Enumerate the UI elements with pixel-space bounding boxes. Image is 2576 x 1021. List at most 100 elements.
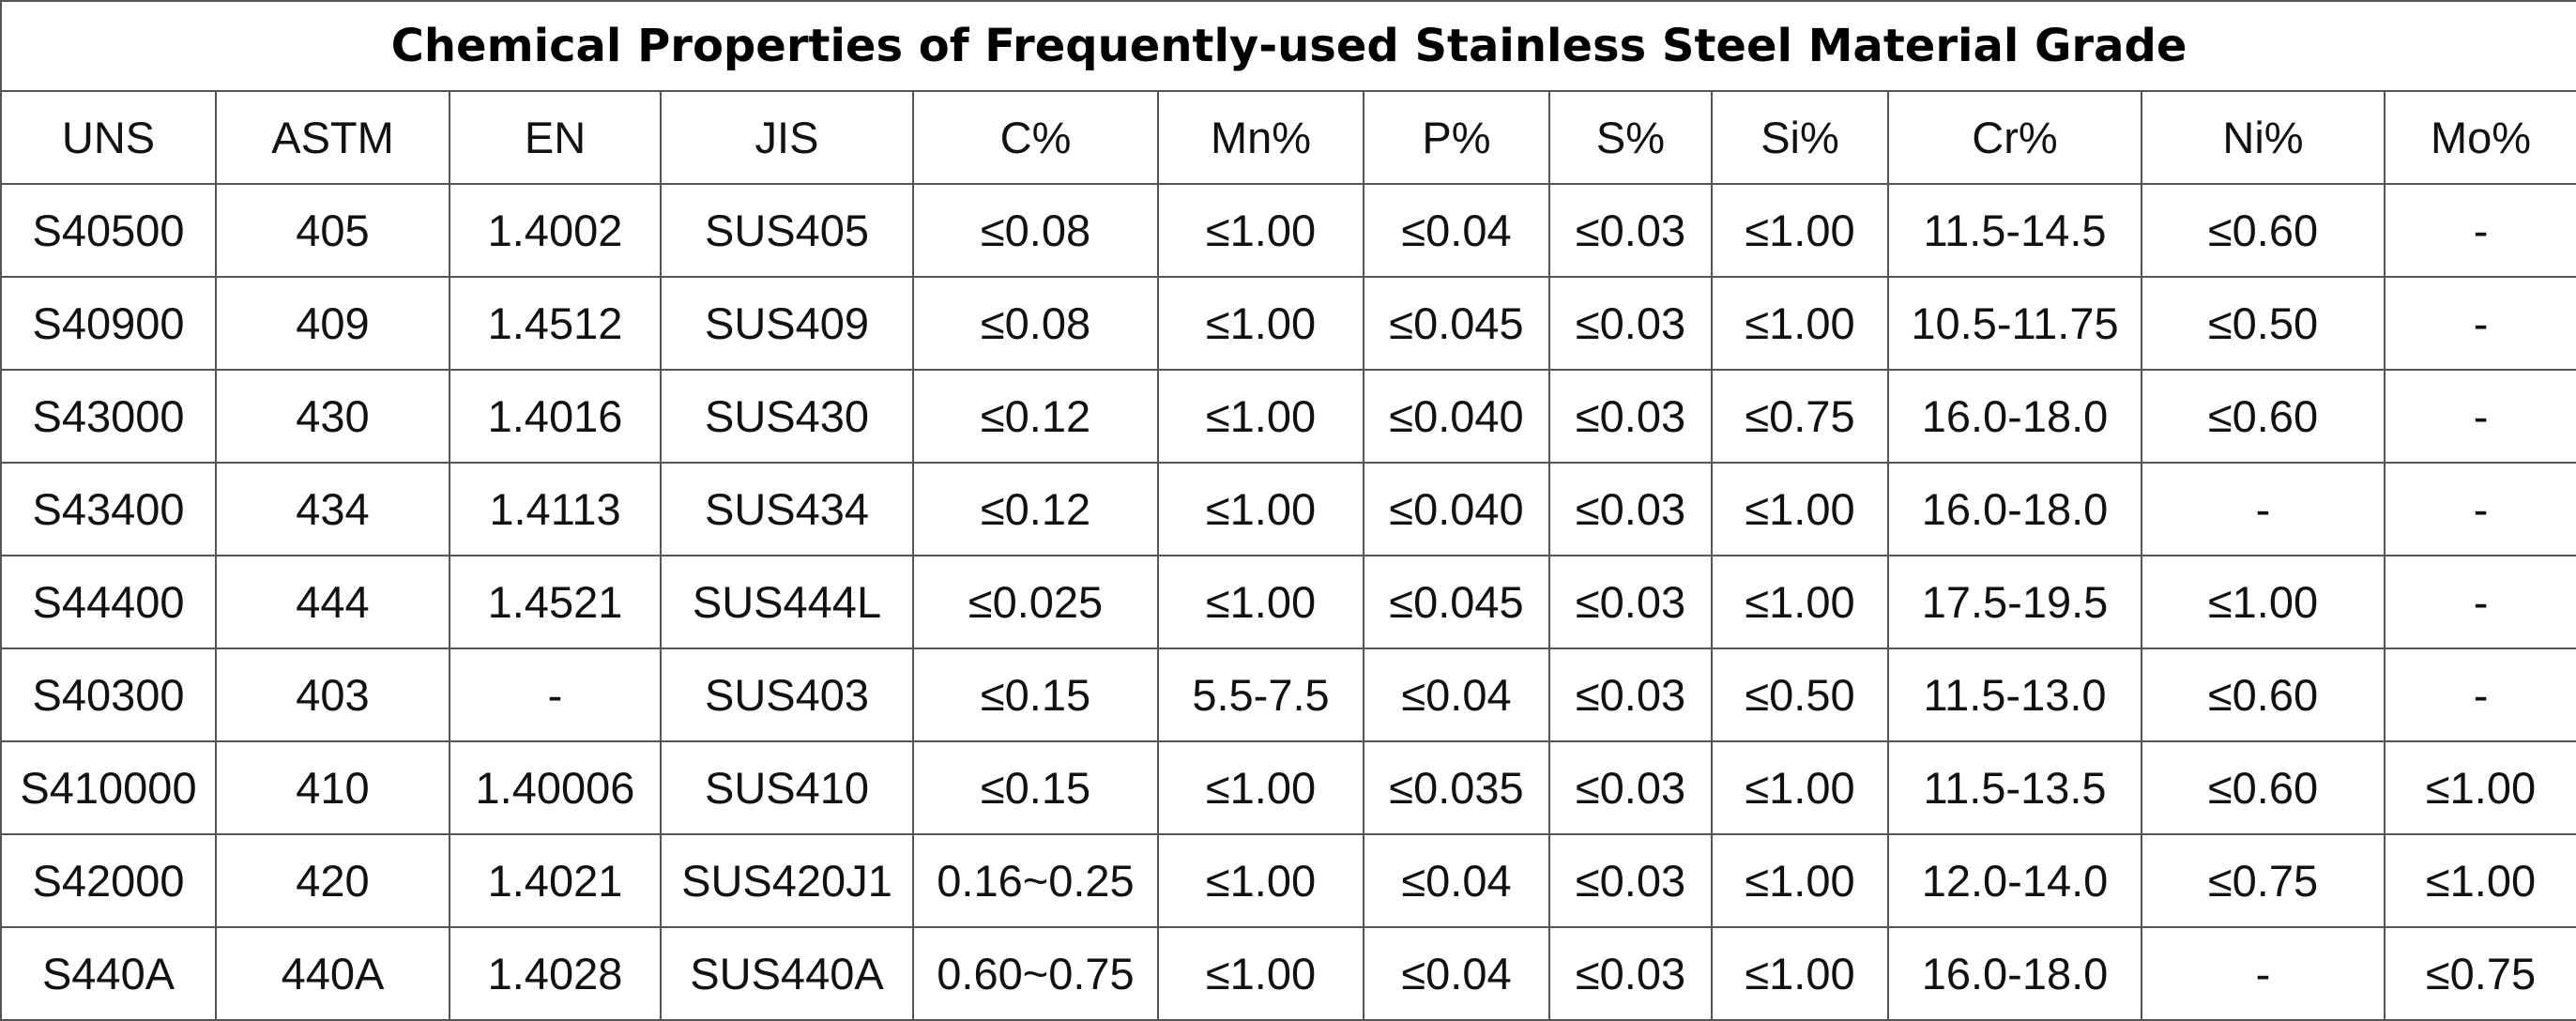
- cell-ni: ≤0.60: [2141, 648, 2385, 742]
- cell-p: ≤0.04: [1363, 926, 1550, 1021]
- cell-jis: SUS430: [660, 369, 914, 464]
- cell-en: 1.4002: [449, 183, 662, 278]
- cell-en: 1.40006: [449, 740, 662, 835]
- cell-mo: -: [2383, 555, 2576, 649]
- cell-en: -: [449, 648, 662, 742]
- column-header-mn: Mn%: [1157, 90, 1364, 185]
- column-header-jis: JIS: [660, 90, 914, 185]
- cell-p: ≤0.04: [1363, 648, 1550, 742]
- cell-c: ≤0.15: [912, 648, 1159, 742]
- cell-mn: ≤1.00: [1157, 183, 1364, 278]
- cell-si: ≤1.00: [1711, 740, 1889, 835]
- table-row: S40500 405 1.4002 SUS405 ≤0.08 ≤1.00 ≤0.04 ≤0.0…: [0, 183, 2576, 278]
- cell-p: ≤0.04: [1363, 833, 1550, 928]
- column-header-c: C%: [912, 90, 1159, 185]
- cell-uns: S44400: [0, 555, 217, 649]
- cell-mn: ≤1.00: [1157, 833, 1364, 928]
- cell-p: ≤0.045: [1363, 555, 1550, 649]
- table-header-row: UNS ASTM EN JIS C% Mn% P% S% Si% Cr% Ni% Mo%: [0, 90, 2576, 185]
- cell-ni: ≤0.60: [2141, 183, 2385, 278]
- cell-uns: S42000: [0, 833, 217, 928]
- cell-mo: -: [2383, 276, 2576, 371]
- cell-s: ≤0.03: [1548, 926, 1713, 1021]
- cell-si: ≤1.00: [1711, 833, 1889, 928]
- cell-c: 0.16~0.25: [912, 833, 1159, 928]
- table-row: S40300 403- SUS403 ≤0.15 5.5-7.5 ≤0.04 ≤0.03 ≤0…: [0, 648, 2576, 742]
- cell-cr: 11.5-13.5: [1887, 740, 2142, 835]
- cell-jis: SUS409: [660, 276, 914, 371]
- cell-astm: 430: [215, 369, 450, 464]
- cell-si: ≤1.00: [1711, 462, 1889, 556]
- cell-p: ≤0.045: [1363, 276, 1550, 371]
- cell-cr: 17.5-19.5: [1887, 555, 2142, 649]
- column-header-uns: UNS: [0, 90, 217, 185]
- cell-p: ≤0.035: [1363, 740, 1550, 835]
- cell-s: ≤0.03: [1548, 369, 1713, 464]
- cell-en: 1.4113: [449, 462, 662, 556]
- cell-uns: S40300: [0, 648, 217, 742]
- cell-s: ≤0.03: [1548, 740, 1713, 835]
- cell-c: ≤0.025: [912, 555, 1159, 649]
- cell-ni: ≤1.00: [2141, 555, 2385, 649]
- cell-uns: S410000: [0, 740, 217, 835]
- cell-jis: SUS410: [660, 740, 914, 835]
- cell-s: ≤0.03: [1548, 183, 1713, 278]
- table-row: S43400 434 1.4113 SUS434 ≤0.12 ≤1.00 ≤0.040 ≤0.…: [0, 462, 2576, 556]
- cell-si: ≤0.75: [1711, 369, 1889, 464]
- cell-s: ≤0.03: [1548, 276, 1713, 371]
- table-row: S42000 420 1.4021 SUS420J1 0.16~0.25 ≤1.00 ≤0.…: [0, 833, 2576, 928]
- column-header-cr: Cr%: [1887, 90, 2142, 185]
- cell-s: ≤0.03: [1548, 462, 1713, 556]
- cell-si: ≤1.00: [1711, 183, 1889, 278]
- cell-astm: 420: [215, 833, 450, 928]
- cell-mo: ≤1.00: [2383, 740, 2576, 835]
- cell-s: ≤0.03: [1548, 833, 1713, 928]
- cell-mn: ≤1.00: [1157, 369, 1364, 464]
- cell-mn: 5.5-7.5: [1157, 648, 1364, 742]
- cell-si: ≤1.00: [1711, 926, 1889, 1021]
- cell-ni: -: [2141, 926, 2385, 1021]
- cell-jis: SUS403: [660, 648, 914, 742]
- cell-c: ≤0.08: [912, 276, 1159, 371]
- column-header-mo: Mo%: [2383, 90, 2576, 185]
- cell-si: ≤1.00: [1711, 555, 1889, 649]
- cell-c: 0.60~0.75: [912, 926, 1159, 1021]
- cell-en: 1.4028: [449, 926, 662, 1021]
- cell-mo: ≤1.00: [2383, 833, 2576, 928]
- cell-cr: 16.0-18.0: [1887, 926, 2142, 1021]
- cell-mo: ≤0.75: [2383, 926, 2576, 1021]
- cell-mo: -: [2383, 462, 2576, 556]
- column-header-ni: Ni%: [2141, 90, 2385, 185]
- cell-mn: ≤1.00: [1157, 740, 1364, 835]
- cell-cr: 16.0-18.0: [1887, 369, 2142, 464]
- table-row: S410000 410 1.40006 SUS410 ≤0.15 ≤1.00 ≤0.035 ≤…: [0, 740, 2576, 835]
- cell-cr: 10.5-11.75: [1887, 276, 2142, 371]
- cell-c: ≤0.08: [912, 183, 1159, 278]
- cell-cr: 12.0-14.0: [1887, 833, 2142, 928]
- column-header-si: Si%: [1711, 90, 1889, 185]
- cell-mo: -: [2383, 648, 2576, 742]
- cell-astm: 434: [215, 462, 450, 556]
- table-row: S43000 430 1.4016 SUS430 ≤0.12 ≤1.00 ≤0.040 ≤0.…: [0, 369, 2576, 464]
- cell-astm: 409: [215, 276, 450, 371]
- table-title-row: Chemical Properties of Frequently-used S…: [0, 0, 2576, 92]
- cell-ni: ≤0.60: [2141, 740, 2385, 835]
- cell-astm: 405: [215, 183, 450, 278]
- column-header-astm: ASTM: [215, 90, 450, 185]
- cell-ni: ≤0.50: [2141, 276, 2385, 371]
- cell-c: ≤0.12: [912, 369, 1159, 464]
- cell-en: 1.4021: [449, 833, 662, 928]
- cell-astm: 440A: [215, 926, 450, 1021]
- cell-s: ≤0.03: [1548, 648, 1713, 742]
- cell-p: ≤0.04: [1363, 183, 1550, 278]
- cell-uns: S43400: [0, 462, 217, 556]
- cell-cr: 16.0-18.0: [1887, 462, 2142, 556]
- cell-s: ≤0.03: [1548, 555, 1713, 649]
- cell-uns: S440A: [0, 926, 217, 1021]
- cell-c: ≤0.15: [912, 740, 1159, 835]
- cell-mn: ≤1.00: [1157, 555, 1364, 649]
- cell-mn: ≤1.00: [1157, 462, 1364, 556]
- column-header-s: S%: [1548, 90, 1713, 185]
